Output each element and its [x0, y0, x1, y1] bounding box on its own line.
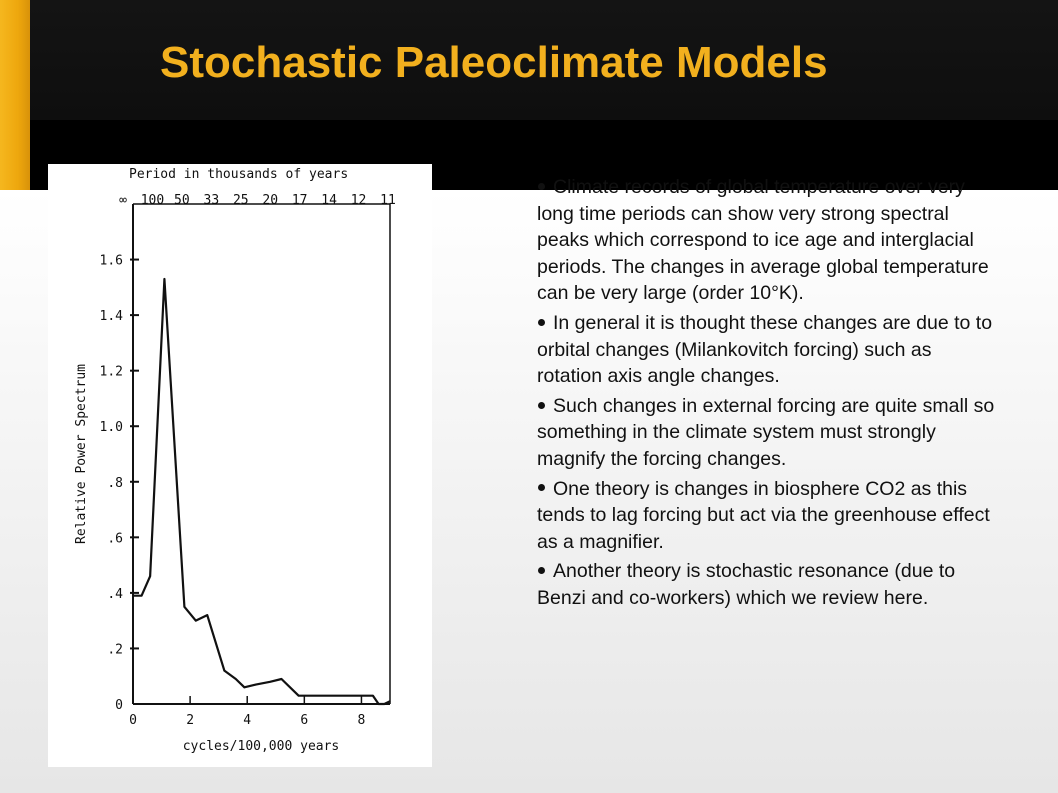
bullet-item: Climate records of global temperature ov…	[537, 174, 997, 307]
spectrum-point	[243, 686, 245, 688]
bullet-dot-icon	[538, 567, 545, 575]
top-tick-label: ∞	[119, 193, 127, 208]
bullet-item: In general it is thought these changes a…	[537, 310, 997, 390]
y-tick-label: .6	[107, 531, 123, 546]
y-tick-label: .2	[107, 642, 123, 657]
bullet-dot-icon	[538, 401, 545, 409]
spectrum-point	[383, 703, 385, 705]
y-axis-label: Relative Power Spectrum	[74, 364, 89, 544]
top-tick-label: 33	[204, 193, 220, 208]
spectrum-point	[255, 683, 257, 686]
spectrum-point	[140, 595, 143, 597]
y-tick-label: .4	[107, 587, 123, 602]
top-tick-label: 100	[141, 193, 164, 208]
slide-title: Stochastic Paleoclimate Models	[160, 38, 828, 87]
spectrum-point	[163, 278, 166, 280]
y-tick-label: .8	[107, 476, 123, 491]
bullet-text: Another theory is stochastic resonance (…	[537, 560, 956, 609]
x-tick-label: 4	[243, 713, 251, 728]
spectrum-point	[149, 575, 151, 577]
spectrum-point	[206, 614, 208, 616]
y-tick-label: 1.4	[100, 309, 124, 324]
spectrum-point	[346, 695, 348, 697]
y-tick-label: 1.2	[100, 365, 123, 380]
bullet-item: Another theory is stochastic resonance (…	[537, 558, 997, 611]
spectrum-line	[133, 277, 391, 706]
top-tick-label: 20	[262, 193, 278, 208]
y-tick-label: 1.6	[100, 254, 123, 269]
y-tick-label: 0	[115, 698, 123, 713]
top-tick-label: 50	[174, 193, 190, 208]
spectrum-point	[389, 700, 391, 702]
top-tick-label: 25	[233, 193, 249, 208]
x-tick-label: 2	[186, 713, 194, 728]
bullet-item: One theory is changes in biosphere CO2 a…	[537, 476, 997, 556]
spectrum-point	[195, 620, 197, 622]
spectrum-point	[235, 678, 237, 680]
chart-title: Period in thousands of years	[129, 167, 348, 182]
spectrum-point	[318, 695, 320, 697]
spectrum-point	[223, 670, 225, 672]
x-tick-label: 6	[300, 713, 308, 728]
spectrum-point	[280, 678, 283, 680]
bullet-list: Climate records of global temperature ov…	[537, 174, 997, 615]
spectrum-point	[372, 695, 374, 697]
bullet-text: In general it is thought these changes a…	[537, 311, 993, 388]
bullet-text: Such changes in external forcing are qui…	[537, 394, 995, 470]
bullet-text: One theory is changes in biosphere CO2 a…	[537, 477, 990, 553]
title-bar	[0, 0, 1058, 120]
spectrum-point	[132, 595, 134, 597]
bullet-item: Such changes in external forcing are qui…	[537, 393, 997, 473]
spectrum-point	[183, 606, 185, 608]
bullet-text: Climate records of global temperature ov…	[537, 176, 989, 305]
bullet-dot-icon	[538, 318, 545, 326]
spectrum-point	[269, 681, 271, 683]
x-tick-label: 8	[358, 713, 366, 728]
bullet-dot-icon	[538, 484, 545, 492]
spectrum-point	[298, 695, 300, 697]
top-tick-label: 12	[351, 193, 367, 208]
top-tick-label: 14	[321, 193, 337, 208]
x-tick-label: 0	[129, 713, 137, 728]
power-spectrum-figure: Period in thousands of years ∞ 100 50 33 25 20…	[48, 164, 432, 767]
power-spectrum-chart: Period in thousands of years∞ 100 50 33 25 20…	[74, 167, 396, 754]
top-tick-label: 17	[292, 193, 308, 208]
spectrum-point	[377, 703, 380, 705]
top-tick-label: 11	[380, 193, 396, 208]
accent-strip	[0, 0, 30, 190]
x-axis-label: cycles/100,000 years	[183, 739, 340, 754]
y-tick-label: 1.0	[100, 420, 123, 435]
bullet-dot-icon	[538, 182, 545, 190]
